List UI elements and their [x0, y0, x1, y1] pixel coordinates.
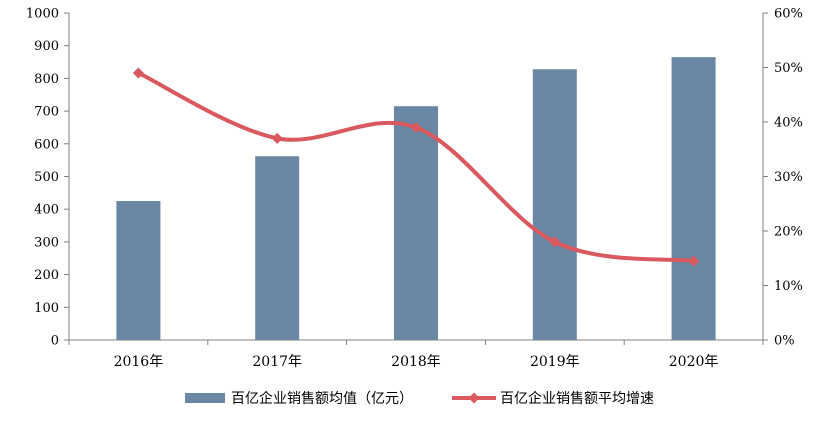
- y-right-tick-label: 0%: [774, 334, 795, 349]
- y-left-tick-label: 300: [34, 235, 59, 250]
- y-left-tick-label: 500: [34, 170, 59, 185]
- line-point-marker: [132, 67, 144, 79]
- legend: 百亿企业销售额均值（亿元） 百亿企业销售额平均增速: [185, 390, 654, 407]
- bars-layer: [116, 57, 716, 341]
- y-right-tick-label: 50%: [774, 61, 803, 76]
- y-right-tick-label: 20%: [774, 225, 803, 240]
- y-right-tick-label: 60%: [774, 7, 803, 22]
- line-point-marker: [549, 236, 561, 248]
- y-left-tick-label: 800: [34, 72, 59, 87]
- line-point-marker: [410, 121, 422, 133]
- legend-swatch-marker: [468, 392, 480, 404]
- y-left-tick-label: 0: [51, 334, 59, 349]
- labels-layer: 0 100 200 300 400 500 600 700 800 900 1000 0% 10% 20%…: [26, 7, 803, 371]
- y-right-tick-label: 40%: [774, 116, 803, 131]
- bar: [255, 156, 300, 340]
- y-right-tick-label: 30%: [774, 170, 803, 185]
- y-left-tick-label: 900: [34, 39, 59, 54]
- x-tick-label: 2017年: [252, 354, 302, 370]
- line-point-marker: [271, 132, 283, 144]
- legend-swatch-bar: [185, 393, 225, 403]
- y-left-tick-label: 700: [34, 105, 59, 120]
- y-left-tick-label: 400: [34, 203, 59, 218]
- x-tick-label: 2019年: [530, 354, 580, 370]
- line-layer: [132, 67, 700, 267]
- x-tick-label: 2016年: [114, 354, 164, 370]
- x-tick-label: 2020年: [669, 354, 719, 370]
- legend-label-line: 百亿企业销售额平均增速: [500, 390, 654, 407]
- y-left-tick-label: 1000: [26, 7, 59, 22]
- bar: [394, 106, 438, 340]
- x-tick-label: 2018年: [391, 354, 441, 370]
- bar: [116, 201, 161, 340]
- legend-label-bar: 百亿企业销售额均值（亿元）: [231, 390, 413, 407]
- y-left-tick-label: 600: [34, 137, 59, 152]
- y-left-tick-label: 200: [34, 268, 59, 283]
- bar: [532, 69, 577, 340]
- bar: [671, 57, 716, 341]
- line-point-marker: [688, 255, 700, 267]
- y-left-tick-label: 100: [34, 301, 59, 316]
- y-right-tick-label: 10%: [774, 279, 803, 294]
